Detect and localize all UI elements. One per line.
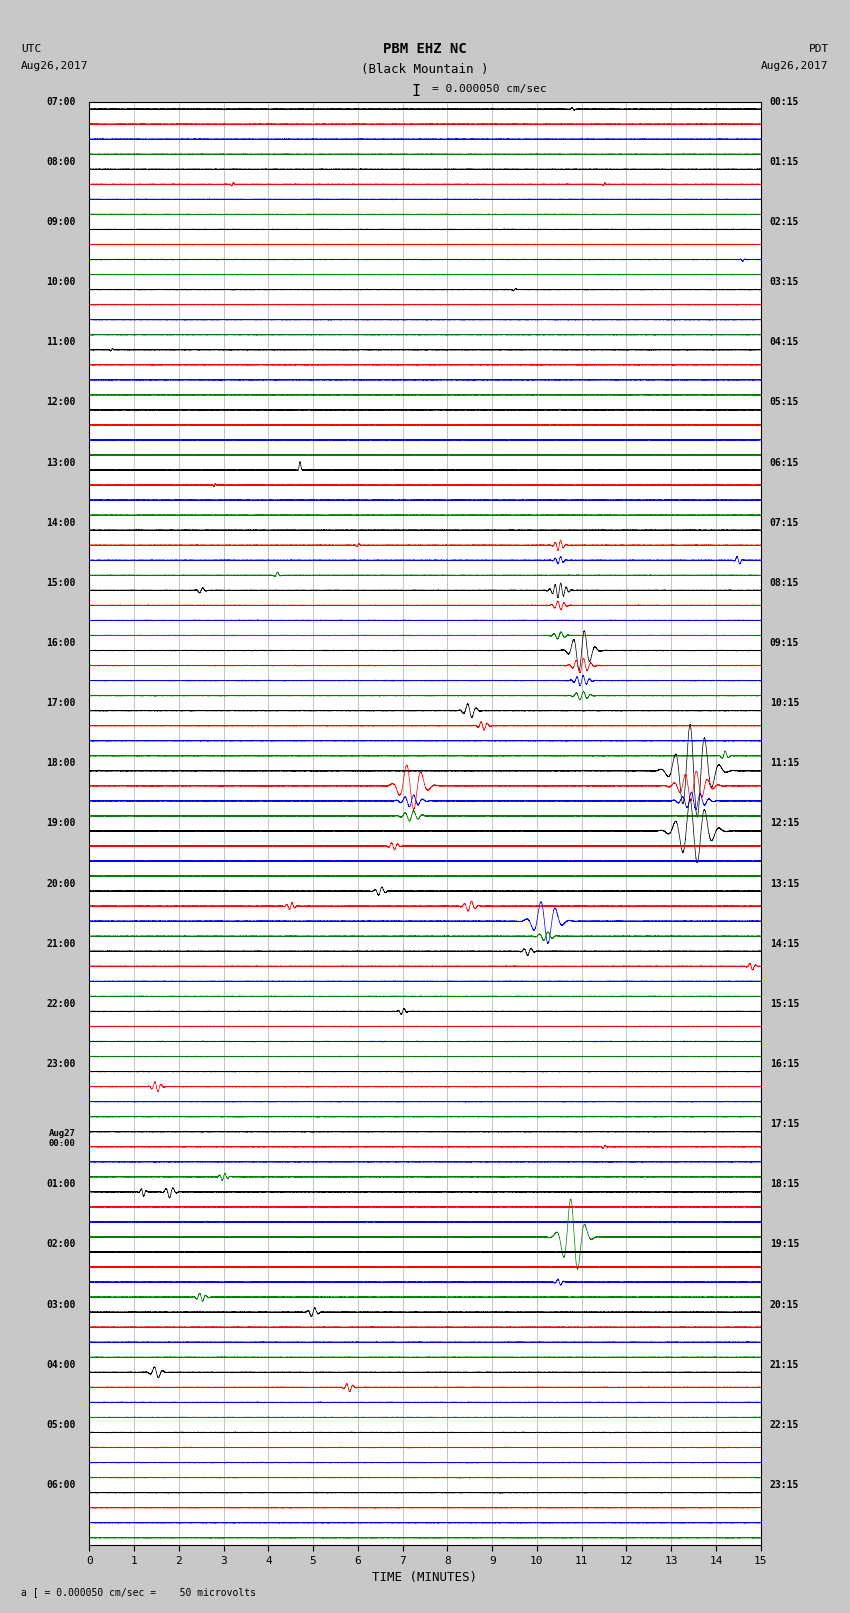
Text: 20:00: 20:00 [47, 879, 76, 889]
Text: 08:15: 08:15 [770, 577, 799, 587]
Text: 02:15: 02:15 [770, 216, 799, 227]
Text: 01:15: 01:15 [770, 156, 799, 166]
Text: = 0.000050 cm/sec: = 0.000050 cm/sec [432, 84, 547, 94]
Text: 17:00: 17:00 [47, 698, 76, 708]
Text: 16:00: 16:00 [47, 639, 76, 648]
Text: 07:00: 07:00 [47, 97, 76, 106]
Text: Aug27: Aug27 [49, 1129, 76, 1137]
Text: (Black Mountain ): (Black Mountain ) [361, 63, 489, 76]
Text: 10:15: 10:15 [770, 698, 799, 708]
Text: 20:15: 20:15 [770, 1300, 799, 1310]
Text: 09:00: 09:00 [47, 216, 76, 227]
Text: 19:00: 19:00 [47, 818, 76, 829]
Text: 03:15: 03:15 [770, 277, 799, 287]
Text: 04:15: 04:15 [770, 337, 799, 347]
Text: UTC: UTC [21, 44, 42, 53]
Text: 15:00: 15:00 [47, 577, 76, 587]
Text: I: I [412, 84, 421, 98]
Text: 16:15: 16:15 [770, 1060, 799, 1069]
Text: 11:15: 11:15 [770, 758, 799, 768]
Text: 04:00: 04:00 [47, 1360, 76, 1369]
Text: 00:15: 00:15 [770, 97, 799, 106]
Text: 01:00: 01:00 [47, 1179, 76, 1189]
Text: PDT: PDT [808, 44, 829, 53]
Text: 23:15: 23:15 [770, 1481, 799, 1490]
Text: 02:00: 02:00 [47, 1239, 76, 1250]
Text: a [ = 0.000050 cm/sec =    50 microvolts: a [ = 0.000050 cm/sec = 50 microvolts [21, 1587, 256, 1597]
Text: 00:00: 00:00 [49, 1129, 76, 1148]
Text: 14:00: 14:00 [47, 518, 76, 527]
Text: 22:15: 22:15 [770, 1419, 799, 1431]
Text: 18:00: 18:00 [47, 758, 76, 768]
Text: 23:00: 23:00 [47, 1060, 76, 1069]
Text: 19:15: 19:15 [770, 1239, 799, 1250]
Text: 12:00: 12:00 [47, 397, 76, 408]
Text: 18:15: 18:15 [770, 1179, 799, 1189]
Text: 03:00: 03:00 [47, 1300, 76, 1310]
Text: PBM EHZ NC: PBM EHZ NC [383, 42, 467, 56]
Text: 11:00: 11:00 [47, 337, 76, 347]
Text: 12:15: 12:15 [770, 818, 799, 829]
X-axis label: TIME (MINUTES): TIME (MINUTES) [372, 1571, 478, 1584]
Text: 10:00: 10:00 [47, 277, 76, 287]
Text: 14:15: 14:15 [770, 939, 799, 948]
Text: Aug26,2017: Aug26,2017 [21, 61, 88, 71]
Text: Aug26,2017: Aug26,2017 [762, 61, 829, 71]
Text: 21:15: 21:15 [770, 1360, 799, 1369]
Text: 07:15: 07:15 [770, 518, 799, 527]
Text: 13:15: 13:15 [770, 879, 799, 889]
Text: 06:00: 06:00 [47, 1481, 76, 1490]
Text: 06:15: 06:15 [770, 458, 799, 468]
Text: 15:15: 15:15 [770, 998, 799, 1008]
Text: 05:00: 05:00 [47, 1419, 76, 1431]
Text: 05:15: 05:15 [770, 397, 799, 408]
Text: 22:00: 22:00 [47, 998, 76, 1008]
Text: 08:00: 08:00 [47, 156, 76, 166]
Text: 13:00: 13:00 [47, 458, 76, 468]
Text: 17:15: 17:15 [770, 1119, 799, 1129]
Text: 09:15: 09:15 [770, 639, 799, 648]
Text: 21:00: 21:00 [47, 939, 76, 948]
